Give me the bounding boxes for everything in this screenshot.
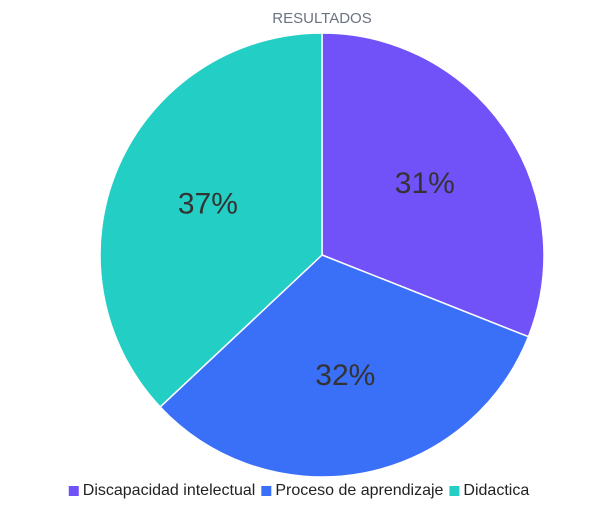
- legend-marker: [261, 486, 272, 496]
- legend-text: Proceso de aprendizaje: [275, 482, 443, 499]
- pie-slice: [159, 254, 530, 478]
- legend-text: Discapacidad intelectual: [83, 482, 256, 499]
- slice-label: 32%: [315, 359, 375, 392]
- slice-label: 31%: [395, 167, 455, 200]
- legend-marker: [68, 486, 79, 496]
- legend-text: Didactica: [463, 482, 529, 499]
- legend-marker: [449, 486, 460, 496]
- pie-slice: [99, 32, 323, 409]
- slice-label: 37%: [178, 188, 238, 221]
- pie-slice: [321, 32, 545, 338]
- chart-title: RESULTADOS: [272, 10, 371, 27]
